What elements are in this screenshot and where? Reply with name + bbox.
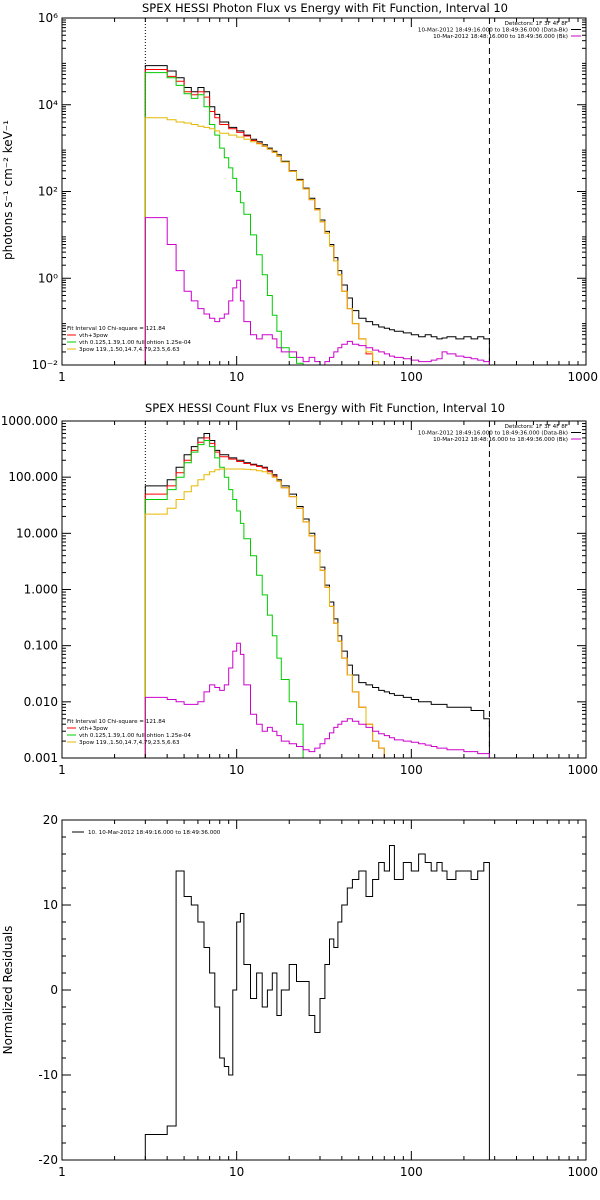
legend-entry: 3pow 119.,1.50,14.7,4.79,23.5,6.63 bbox=[79, 347, 180, 353]
plot-frame bbox=[61, 819, 587, 1161]
y-tick-label: 10 bbox=[43, 898, 58, 912]
y-axis-label: photons s⁻¹ cm⁻² keV⁻¹ bbox=[1, 120, 15, 260]
residuals-panel: Normalized Residuals 1 10 100 1000 -20 -10 0 10… bbox=[1, 813, 598, 1179]
legend-entry: 10-Mar-2012 18:49:16.000 to 18:49:36.000… bbox=[418, 28, 568, 34]
x-tick-label: 1 bbox=[58, 763, 66, 777]
legend-entry: 10-Mar-2012 18:49:16.000 to 18:49:36.000… bbox=[418, 431, 568, 437]
y-tick-label: 10.000 bbox=[16, 526, 58, 540]
plot-frame bbox=[61, 17, 587, 366]
series-line-0 bbox=[144, 65, 490, 365]
y-tick-label: 0.010 bbox=[24, 695, 58, 709]
x-tick-label: 100 bbox=[400, 370, 423, 384]
series-line-2 bbox=[144, 440, 304, 758]
y-tick-label: 10² bbox=[38, 185, 58, 199]
legend-entry: Fit Interval 10 Chi-square = 121.84 bbox=[67, 719, 166, 725]
y-tick-label: 0.100 bbox=[24, 639, 58, 653]
legend-entry: vth 0.125,1.39,1.00 full ohtion 1.25e-04 bbox=[79, 340, 191, 346]
chart-title: SPEX HESSI Count Flux vs Energy with Fit… bbox=[145, 401, 505, 415]
y-tick-label: 10⁶ bbox=[38, 11, 58, 25]
y-tick-label: -10 bbox=[38, 1068, 58, 1082]
legend-entry: Detectors: 1F 3F 4F 8F bbox=[505, 21, 568, 27]
legend-entry: 10. 10-Mar-2012 18:49:16.000 to 18:49:36… bbox=[88, 830, 221, 836]
legend-entry: 10-Mar-2012 18:48:16.000 to 18:49:36.000… bbox=[433, 34, 568, 40]
x-tick-label: 1000 bbox=[567, 370, 598, 384]
x-tick-label: 100 bbox=[400, 1165, 423, 1179]
y-axis-label: Normalized Residuals bbox=[1, 926, 15, 1055]
legend-entry: Detectors: 1F 3F 4F 8F bbox=[505, 424, 568, 430]
series-line-4 bbox=[144, 642, 490, 758]
x-tick-label: 100 bbox=[400, 763, 423, 777]
legend-entry: 10-Mar-2012 18:48:16.000 to 18:49:36.000… bbox=[433, 437, 568, 443]
x-tick-label: 10 bbox=[229, 370, 244, 384]
series-line-1 bbox=[144, 437, 385, 758]
x-tick-label: 1 bbox=[58, 370, 66, 384]
y-tick-label: -20 bbox=[38, 1153, 58, 1167]
chart-title: SPEX HESSI Photon Flux vs Energy with Fi… bbox=[142, 1, 508, 15]
series-line-3 bbox=[144, 117, 380, 365]
x-tick-label: 1000 bbox=[567, 763, 598, 777]
y-tick-label: 1000.000 bbox=[1, 414, 58, 428]
series-line-0 bbox=[144, 433, 490, 758]
legend-entry: vth 0.125,1.39,1.00 full ohtion 1.25e-04 bbox=[79, 733, 191, 739]
count-flux-panel: SPEX HESSI Count Flux vs Energy with Fit… bbox=[1, 401, 598, 777]
y-tick-label: 1.000 bbox=[24, 583, 58, 597]
x-tick-label: 10 bbox=[229, 763, 244, 777]
y-tick-label: 0 bbox=[50, 983, 58, 997]
y-tick-label: 20 bbox=[43, 813, 58, 827]
plot-frame bbox=[61, 420, 587, 759]
series-line-2 bbox=[144, 72, 304, 365]
series-line-1 bbox=[144, 69, 374, 365]
x-tick-label: 10 bbox=[229, 1165, 244, 1179]
x-tick-label: 1000 bbox=[567, 1165, 598, 1179]
series-line-0 bbox=[144, 845, 490, 1160]
legend-entry: vth+3pow bbox=[79, 333, 108, 339]
y-tick-label: 10⁴ bbox=[38, 98, 58, 112]
legend-entry: vth+3pow bbox=[79, 726, 108, 732]
series-line-4 bbox=[144, 217, 490, 366]
series-line-3 bbox=[144, 468, 385, 758]
photon-flux-panel: SPEX HESSI Photon Flux vs Energy with Fi… bbox=[1, 1, 598, 384]
legend-entry: 3pow 119.,1.50,14.7,4.79,23.5,6.63 bbox=[79, 740, 180, 746]
x-tick-label: 1 bbox=[58, 1165, 66, 1179]
legend-entry: Fit Interval 10 Chi-square = 121.84 bbox=[67, 326, 166, 332]
y-tick-label: 100.000 bbox=[8, 470, 58, 484]
y-tick-label: 0.001 bbox=[24, 751, 58, 765]
y-tick-label: 10⁰ bbox=[38, 271, 58, 285]
y-tick-label: 10⁻² bbox=[32, 358, 59, 372]
